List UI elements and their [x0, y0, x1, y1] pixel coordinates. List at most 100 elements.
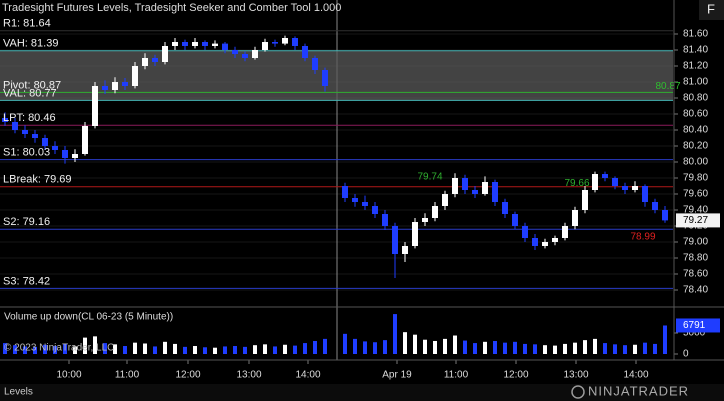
price-label: 79.66	[564, 178, 589, 189]
volume-bar	[123, 346, 127, 354]
level-label: S3: 78.42	[3, 275, 50, 287]
volume-bar	[3, 343, 7, 354]
candle-body	[582, 190, 588, 210]
candle-body	[572, 210, 578, 226]
candle-body	[452, 178, 458, 194]
logo: NINJATRADER	[588, 383, 689, 398]
volume-bar	[653, 343, 657, 354]
candle-body	[462, 178, 468, 190]
volume-bar	[503, 342, 507, 354]
volume-bar	[23, 346, 27, 354]
candle-body	[22, 130, 28, 134]
candle-body	[82, 126, 88, 154]
y-tick-label: 81.60	[683, 29, 708, 40]
marks-layer	[2, 35, 668, 354]
candle-body	[252, 50, 258, 58]
y-tick-label: 80.00	[683, 157, 708, 168]
volume-bar	[243, 346, 247, 354]
candle-body	[222, 43, 228, 50]
volume-bar	[463, 340, 467, 354]
candle-body	[522, 226, 528, 238]
volume-bar	[263, 344, 267, 354]
volume-bar	[453, 335, 457, 354]
candle-body	[532, 238, 538, 246]
candle-body	[202, 42, 208, 46]
x-tick-label: 13:00	[563, 370, 588, 381]
candle-body	[282, 38, 288, 44]
button-label[interactable]: F	[707, 1, 715, 16]
bottom-bar	[0, 384, 724, 401]
volume-bar	[393, 314, 397, 354]
level-label: R1: 81.64	[3, 18, 51, 30]
candle-body	[162, 46, 168, 62]
volume-bar	[603, 343, 607, 354]
candle-body	[642, 186, 648, 202]
candle-body	[92, 86, 98, 126]
candle-body	[502, 202, 508, 214]
last-price-label: 79.27	[683, 215, 708, 226]
candle-body	[32, 134, 38, 138]
y-tick-label: 80.80	[683, 93, 708, 104]
volume-bar	[163, 341, 167, 354]
value-area	[0, 50, 673, 101]
volume-bar	[443, 338, 447, 354]
volume-bar	[323, 338, 327, 354]
candle-body	[182, 42, 188, 46]
x-tick-label: 12:00	[503, 370, 528, 381]
candle-body	[552, 238, 558, 242]
candle-body	[602, 174, 608, 178]
volume-last-box	[676, 318, 720, 333]
y-tick-label: 79.40	[683, 205, 708, 216]
candle-body	[662, 210, 668, 221]
candle-body	[542, 242, 548, 246]
y-tick-label: 81.00	[683, 77, 708, 88]
volume-bar	[283, 344, 287, 354]
candle-body	[262, 42, 268, 50]
candle-body	[422, 218, 428, 222]
volume-bar	[573, 342, 577, 354]
level-label: VAL: 80.77	[3, 87, 57, 99]
button[interactable]	[699, 0, 724, 20]
volume-last-label: 6791	[683, 320, 706, 331]
volume-bar	[233, 346, 237, 354]
candle-body	[342, 186, 348, 198]
volume-bar	[633, 344, 637, 354]
candle-body	[412, 222, 418, 246]
y-tick-label: 79.00	[683, 237, 708, 248]
candle-body	[382, 214, 388, 226]
candle-body	[362, 202, 368, 206]
volume-bar	[103, 343, 107, 354]
volume-tick-label: 5000	[683, 328, 706, 339]
candle-body	[442, 194, 448, 206]
y-tick-label: 78.60	[683, 269, 708, 280]
volume-bar	[543, 345, 547, 354]
volume-bar	[343, 333, 347, 354]
price-label: 80.87	[655, 81, 680, 92]
volume-bar	[73, 346, 77, 354]
price-label: 79.74	[417, 171, 442, 182]
volume-bar	[43, 344, 47, 354]
volume-bar	[433, 340, 437, 354]
candle-body	[592, 174, 598, 190]
candle-body	[142, 58, 148, 66]
candle-body	[302, 46, 308, 58]
candle-body	[172, 42, 178, 46]
volume-bar	[493, 340, 497, 354]
candle-body	[112, 82, 118, 90]
volume-bar	[173, 343, 177, 354]
volume-bar	[583, 340, 587, 354]
volume-bar	[293, 345, 297, 354]
candle-body	[52, 146, 58, 150]
candle-body	[212, 43, 218, 46]
x-tick-label: 13:00	[236, 370, 261, 381]
volume-bar	[313, 340, 317, 354]
volume-bar	[473, 343, 477, 354]
volume-bar	[53, 346, 57, 354]
labels-layer: 81.60 81.40 81.20 81.00 80.80 80.60 80.40 80.20…	[3, 18, 720, 381]
volume-tick-label: 0	[683, 349, 689, 360]
candle-body	[62, 150, 68, 158]
volume-bar	[413, 334, 417, 354]
volume-bar	[33, 346, 37, 354]
tab-label[interactable]: Levels	[4, 387, 33, 398]
